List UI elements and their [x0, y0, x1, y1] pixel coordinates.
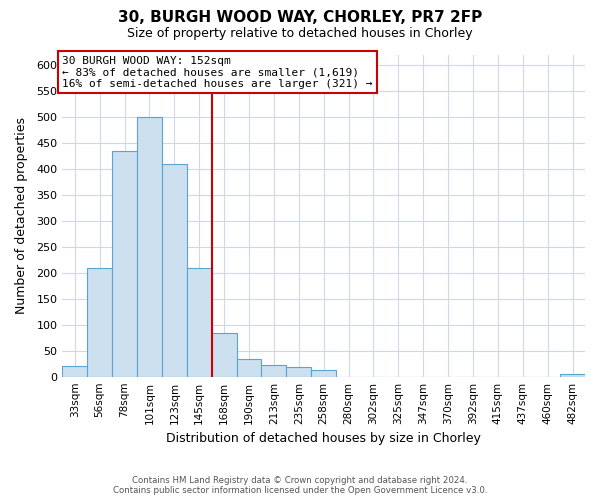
Bar	[212, 332, 236, 376]
Bar	[311, 370, 336, 376]
Bar	[137, 118, 162, 376]
Bar	[162, 164, 187, 376]
Bar	[236, 358, 262, 376]
Bar	[112, 151, 137, 376]
X-axis label: Distribution of detached houses by size in Chorley: Distribution of detached houses by size …	[166, 432, 481, 445]
Bar	[187, 268, 212, 376]
Bar	[62, 366, 87, 376]
Text: Size of property relative to detached houses in Chorley: Size of property relative to detached ho…	[127, 28, 473, 40]
Bar	[560, 374, 585, 376]
Text: 30, BURGH WOOD WAY, CHORLEY, PR7 2FP: 30, BURGH WOOD WAY, CHORLEY, PR7 2FP	[118, 10, 482, 25]
Text: 30 BURGH WOOD WAY: 152sqm
← 83% of detached houses are smaller (1,619)
16% of se: 30 BURGH WOOD WAY: 152sqm ← 83% of detac…	[62, 56, 373, 88]
Bar	[286, 368, 311, 376]
Bar	[87, 268, 112, 376]
Y-axis label: Number of detached properties: Number of detached properties	[15, 118, 28, 314]
Bar	[262, 366, 286, 376]
Text: Contains HM Land Registry data © Crown copyright and database right 2024.
Contai: Contains HM Land Registry data © Crown c…	[113, 476, 487, 495]
